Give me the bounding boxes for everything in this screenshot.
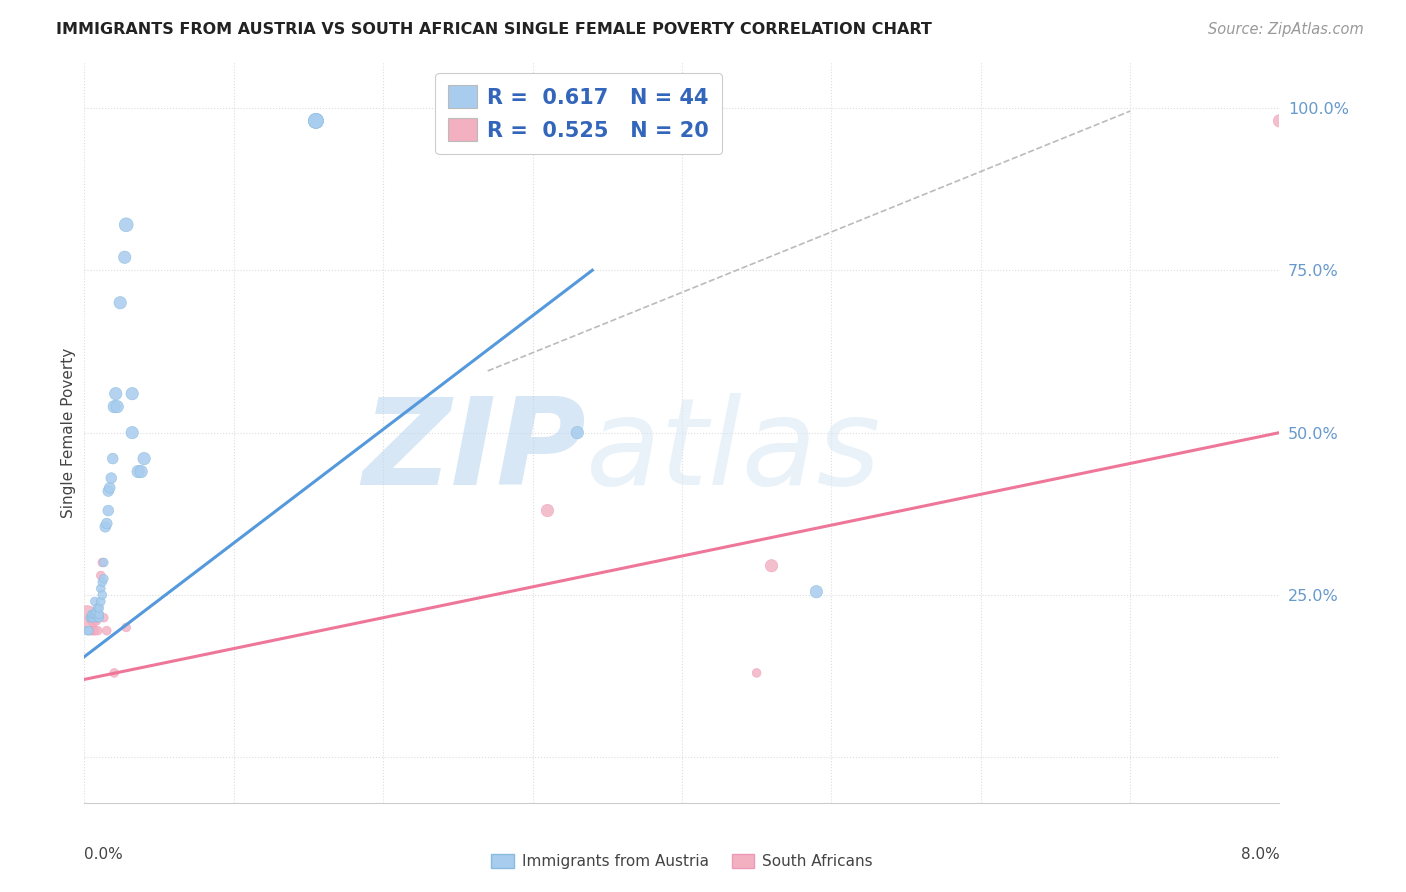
- Point: [87, 624, 110, 638]
- Point: [103, 400, 125, 414]
- Point: [76, 611, 98, 625]
- Point: [93, 556, 115, 570]
- Point: [103, 665, 125, 680]
- Point: [96, 516, 118, 531]
- Point: [86, 611, 108, 625]
- Text: Source: ZipAtlas.com: Source: ZipAtlas.com: [1208, 22, 1364, 37]
- Point: [90, 594, 112, 608]
- Point: [93, 611, 115, 625]
- Point: [86, 604, 108, 618]
- Point: [121, 425, 143, 440]
- Point: [1268, 114, 1291, 128]
- Point: [127, 465, 149, 479]
- Point: [104, 386, 127, 401]
- Point: [115, 620, 138, 634]
- Point: [86, 607, 108, 622]
- Point: [91, 556, 114, 570]
- Point: [83, 607, 105, 622]
- Text: 0.0%: 0.0%: [84, 847, 124, 863]
- Point: [82, 624, 104, 638]
- Text: 8.0%: 8.0%: [1240, 847, 1279, 863]
- Point: [89, 607, 111, 622]
- Point: [82, 611, 104, 625]
- Point: [761, 558, 783, 573]
- Point: [82, 607, 104, 622]
- Point: [90, 582, 112, 596]
- Point: [89, 611, 111, 625]
- Point: [79, 624, 101, 638]
- Text: ZIP: ZIP: [363, 392, 586, 509]
- Y-axis label: Single Female Poverty: Single Female Poverty: [60, 348, 76, 517]
- Point: [806, 584, 828, 599]
- Point: [79, 611, 101, 625]
- Point: [87, 611, 110, 625]
- Point: [97, 503, 120, 517]
- Point: [745, 665, 768, 680]
- Point: [91, 588, 114, 602]
- Point: [100, 471, 122, 485]
- Point: [87, 601, 110, 615]
- Point: [98, 481, 121, 495]
- Point: [80, 614, 103, 628]
- Text: IMMIGRANTS FROM AUSTRIA VS SOUTH AFRICAN SINGLE FEMALE POVERTY CORRELATION CHART: IMMIGRANTS FROM AUSTRIA VS SOUTH AFRICAN…: [56, 22, 932, 37]
- Point: [114, 250, 136, 264]
- Point: [305, 114, 328, 128]
- Point: [89, 607, 111, 622]
- Point: [567, 425, 589, 440]
- Point: [80, 607, 103, 622]
- Point: [76, 624, 98, 638]
- Text: atlas: atlas: [586, 392, 882, 509]
- Point: [91, 574, 114, 589]
- Legend: R =  0.617   N = 44, R =  0.525   N = 20: R = 0.617 N = 44, R = 0.525 N = 20: [436, 73, 721, 153]
- Point: [134, 451, 156, 466]
- Point: [83, 624, 105, 638]
- Point: [110, 295, 132, 310]
- Point: [115, 218, 138, 232]
- Legend: Immigrants from Austria, South Africans: Immigrants from Austria, South Africans: [485, 847, 879, 875]
- Point: [121, 386, 143, 401]
- Point: [86, 614, 108, 628]
- Point: [97, 484, 120, 499]
- Point: [536, 503, 558, 517]
- Point: [90, 568, 112, 582]
- Point: [129, 465, 152, 479]
- Point: [101, 451, 124, 466]
- Point: [105, 400, 128, 414]
- Point: [83, 594, 105, 608]
- Point: [89, 601, 111, 615]
- Point: [79, 611, 101, 625]
- Point: [96, 624, 118, 638]
- Point: [94, 520, 117, 534]
- Point: [93, 572, 115, 586]
- Point: [80, 611, 103, 625]
- Point: [77, 624, 100, 638]
- Point: [305, 114, 328, 128]
